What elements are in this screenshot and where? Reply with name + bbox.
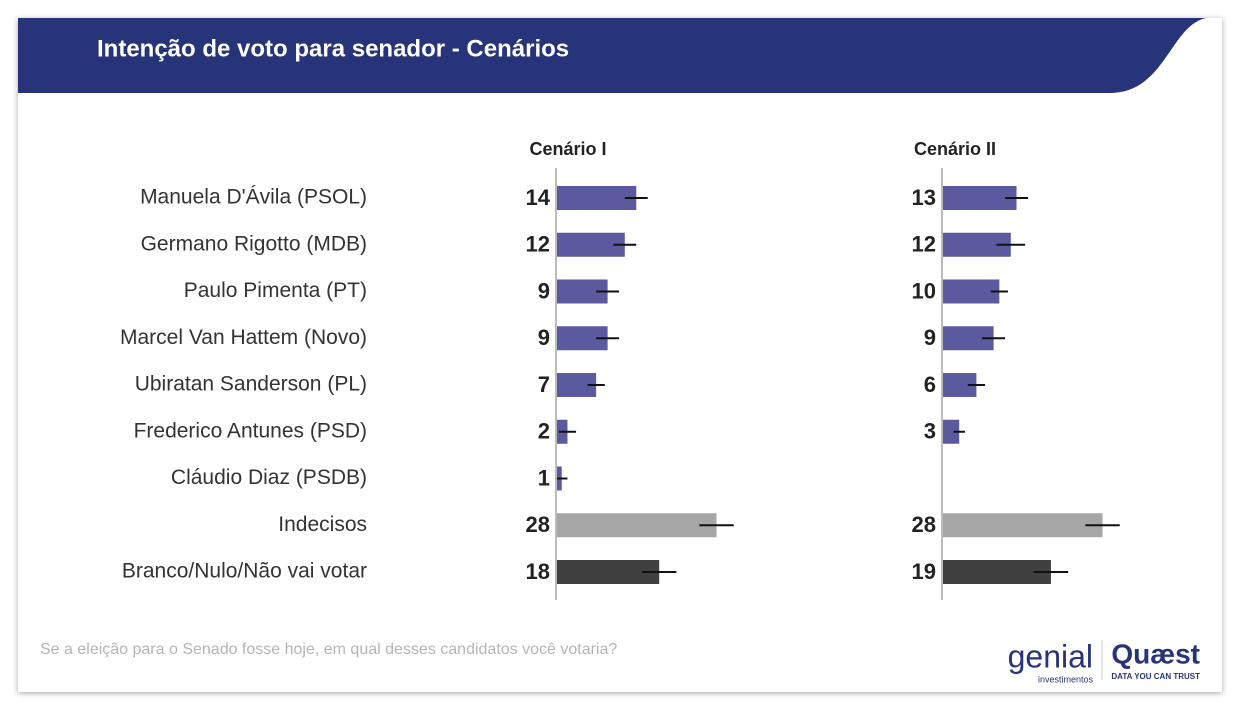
question: Se a eleição para o Senado fosse hoje, e… [40, 641, 617, 658]
title: Intenção de voto para senador - Cenários [97, 35, 569, 62]
bar [942, 419, 960, 444]
logo-quaest: Quæst [1111, 638, 1200, 669]
bar [942, 513, 1103, 538]
value-label: 1 [538, 465, 550, 490]
bar [942, 279, 1000, 304]
category-label: Cláudio Diaz (PSDB) [171, 466, 367, 489]
bar [942, 560, 1051, 584]
logo-quaest-sub: DATA YOU CAN TRUST [1111, 672, 1200, 681]
value-label: 9 [538, 325, 550, 350]
value-label: 7 [538, 372, 550, 397]
category-label: Indecisos [278, 513, 367, 536]
category-label: Frederico Antunes (PSD) [134, 419, 367, 442]
value-label: 12 [912, 232, 936, 257]
category-label: Ubiratan Sanderson (PL) [135, 373, 367, 396]
category-label: Germano Rigotto (MDB) [141, 232, 367, 255]
bar [556, 186, 637, 210]
category-label: Manuela D'Ávila (PSOL) [140, 186, 367, 209]
category-label: Paulo Pimenta (PT) [184, 279, 367, 302]
value-label: 19 [912, 559, 936, 584]
value-label: 6 [924, 372, 936, 397]
panel-title: Cenário I [529, 139, 606, 159]
category-label: Marcel Van Hattem (Novo) [120, 326, 367, 349]
value-label: 10 [912, 278, 936, 303]
header-band [18, 18, 1206, 93]
value-label: 9 [538, 278, 550, 303]
value-label: 12 [526, 232, 550, 257]
bar [556, 513, 717, 538]
category-label: Branco/Nulo/Não vai votar [122, 560, 367, 583]
panel-title: Cenário II [914, 139, 996, 159]
value-label: 3 [924, 419, 936, 444]
value-label: 13 [912, 185, 936, 210]
value-label: 28 [912, 512, 936, 537]
value-label: 18 [526, 559, 550, 584]
bar [942, 186, 1017, 210]
logo-genial: genial [1008, 638, 1093, 674]
value-label: 2 [538, 419, 550, 444]
value-label: 9 [924, 325, 936, 350]
value-label: 14 [526, 185, 551, 210]
value-label: 28 [526, 512, 550, 537]
card [18, 18, 1222, 692]
logo-genial-sub: investimentos [1038, 674, 1094, 684]
